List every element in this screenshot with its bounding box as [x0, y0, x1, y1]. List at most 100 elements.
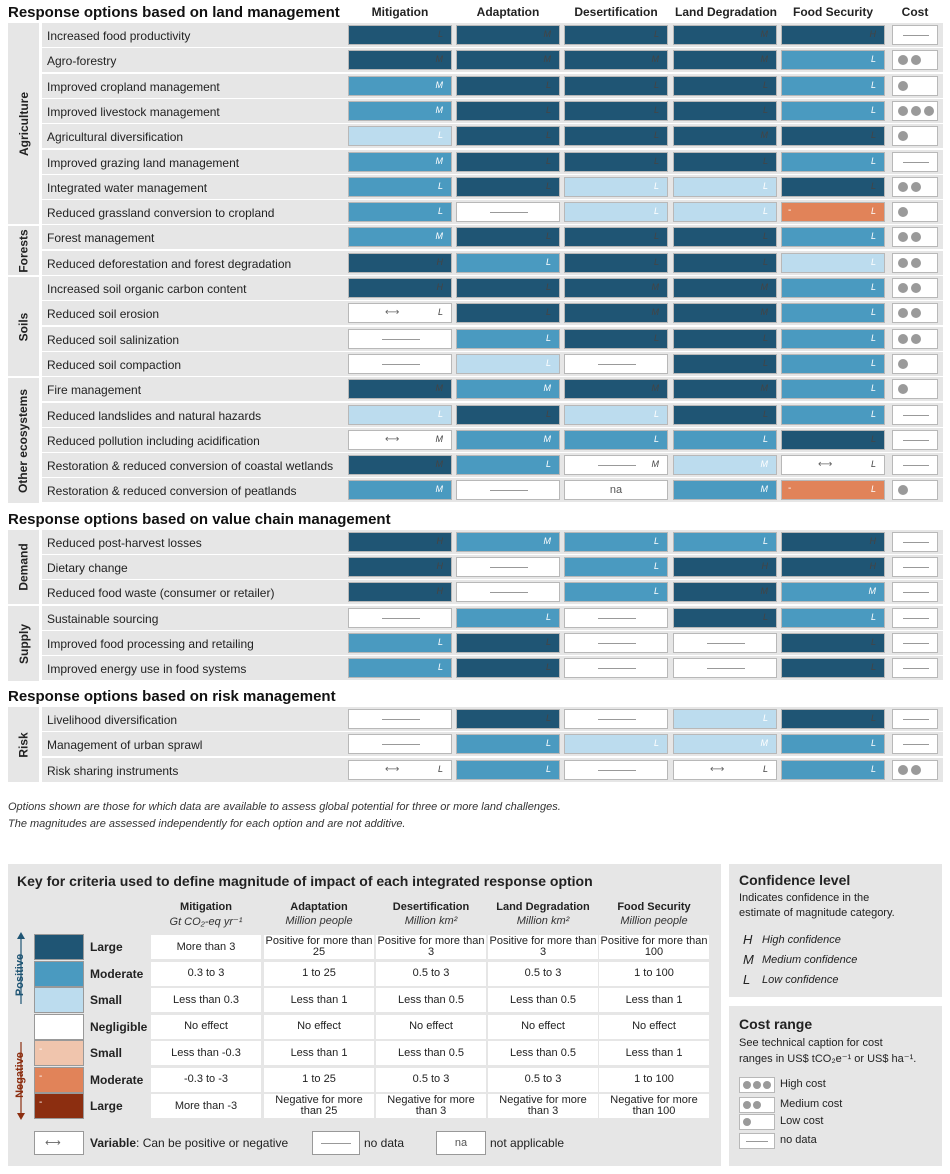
confidence-mark: L [437, 764, 443, 774]
impact-cell-land-degradation: M [673, 303, 777, 324]
confidence-mark: M [543, 29, 552, 39]
key-criteria-cell: Positive for more than 25 [264, 935, 374, 959]
impact-cell-mitigation: L [348, 202, 452, 223]
impact-cell-adaptation: M [456, 532, 560, 552]
impact-cell-mitigation: H [348, 532, 452, 552]
impact-cell-mitigation: M [348, 50, 452, 71]
note-line-1: Options shown are those for which data a… [8, 801, 561, 813]
confidence-mark: M [868, 586, 877, 596]
key-nodata-text: no data [364, 1136, 405, 1150]
confidence-mark: L [870, 433, 876, 444]
impact-cell-adaptation: L [456, 151, 560, 172]
impact-cell-adaptation: M [456, 429, 560, 450]
confidence-mark: L [870, 282, 876, 292]
confidence-mark: L [653, 104, 659, 115]
impact-cell-food-security: L [781, 151, 885, 172]
impact-cell-mitigation: L [348, 658, 452, 678]
confidence-label-low: Low confidence [762, 974, 839, 986]
key-criteria-cell: Negative for more than 25 [264, 1094, 374, 1118]
impact-cell-mitigation: ⟷ L [348, 760, 452, 780]
confidence-mark: L [762, 764, 768, 774]
cost-dot [743, 1101, 751, 1109]
confidence-desc-1: Indicates confidence in the [739, 892, 870, 904]
no-data-dash [382, 744, 420, 745]
impact-cell-adaptation [456, 202, 560, 223]
confidence-mark: L [653, 231, 659, 242]
impact-cell-food-security: ⟷ L [781, 455, 885, 476]
group-forests: Forests [8, 226, 39, 275]
cost-cell [892, 353, 938, 374]
confidence-mark: L [545, 130, 551, 141]
confidence-mark: L [762, 536, 768, 546]
group-other-ecosystems: Other ecosystems [8, 378, 39, 503]
cost-dot [898, 333, 908, 344]
double-arrow-icon: ⟷ [45, 1137, 61, 1149]
confidence-mark: M [651, 459, 660, 470]
cost-dot [753, 1081, 761, 1089]
confidence-mark: M [435, 104, 444, 115]
impact-cell-food-security: L [781, 126, 885, 147]
cost-dash [903, 35, 929, 36]
confidence-mark: L [545, 738, 551, 748]
no-data-dash [707, 668, 745, 669]
confidence-mark: M [760, 130, 769, 141]
confidence-mark: L [545, 662, 551, 672]
key-swatch [34, 960, 84, 987]
no-data-dash [598, 363, 636, 365]
impact-cell-land-degradation: L [673, 404, 777, 425]
cost-key-low [739, 1114, 775, 1130]
row-label: Reduced soil salinization [47, 332, 180, 347]
confidence-mark: M [760, 383, 769, 394]
impact-cell-adaptation: L [456, 303, 560, 324]
negative-mark: - [788, 205, 792, 217]
impact-cell-food-security: L [781, 176, 885, 197]
no-data-dash [598, 643, 636, 644]
confidence-mark: L [870, 332, 876, 343]
impact-cell-food-security: L [781, 608, 885, 628]
confidence-mark: M [760, 29, 769, 39]
cost-cell [892, 328, 938, 349]
impact-cell-land-degradation: L [673, 75, 777, 96]
impact-cell-land-degradation: L [673, 532, 777, 552]
impact-cell-food-security: M [781, 582, 885, 602]
header-mitigation: Mitigation [371, 5, 429, 19]
confidence-mark: L [437, 29, 443, 39]
impact-cell-mitigation: L [348, 176, 452, 197]
confidence-mark: L [762, 104, 768, 115]
confidence-mark: H [436, 561, 444, 571]
cost-label-high: High cost [780, 1078, 826, 1090]
double-arrow-icon: ⟷ [818, 459, 833, 471]
confidence-mark: H [869, 536, 877, 546]
confidence-mark: L [437, 206, 443, 217]
header-adaptation: Adaptation [476, 5, 540, 19]
confidence-mark: L [653, 29, 659, 39]
group-agriculture: Agriculture [8, 23, 39, 224]
confidence-mark: M [435, 383, 444, 394]
cost-cell [892, 734, 938, 754]
row-label: Improved grazing land management [47, 155, 240, 170]
cost-key-medium [739, 1097, 775, 1113]
row-label: Reduced grassland conversion to cropland [47, 206, 275, 221]
confidence-mark: L [545, 764, 551, 774]
confidence-mark: L [870, 713, 876, 723]
impact-cell-desertification [564, 658, 668, 678]
cost-dot [898, 232, 908, 243]
group-label: Demand [16, 543, 31, 591]
confidence-mark: M [435, 484, 444, 495]
no-data-dash [490, 592, 528, 593]
impact-cell-food-security: L [781, 328, 885, 349]
confidence-mark: L [653, 586, 659, 596]
key-criteria-cell: Less than 1 [264, 988, 374, 1012]
confidence-mark: M [651, 307, 660, 318]
cost-dot [898, 283, 908, 293]
confidence-mark: H [436, 586, 444, 596]
cost-dot [911, 308, 921, 319]
cost-dash [903, 567, 929, 568]
confidence-mark: L [870, 459, 876, 470]
confidence-mark: M [543, 433, 552, 444]
impact-cell-adaptation: L [456, 760, 560, 780]
row-label: Risk sharing instruments [47, 764, 179, 778]
confidence-mark: L [870, 764, 876, 774]
cost-dash [903, 465, 929, 467]
key-unit-adaptation: Million people [285, 915, 353, 927]
